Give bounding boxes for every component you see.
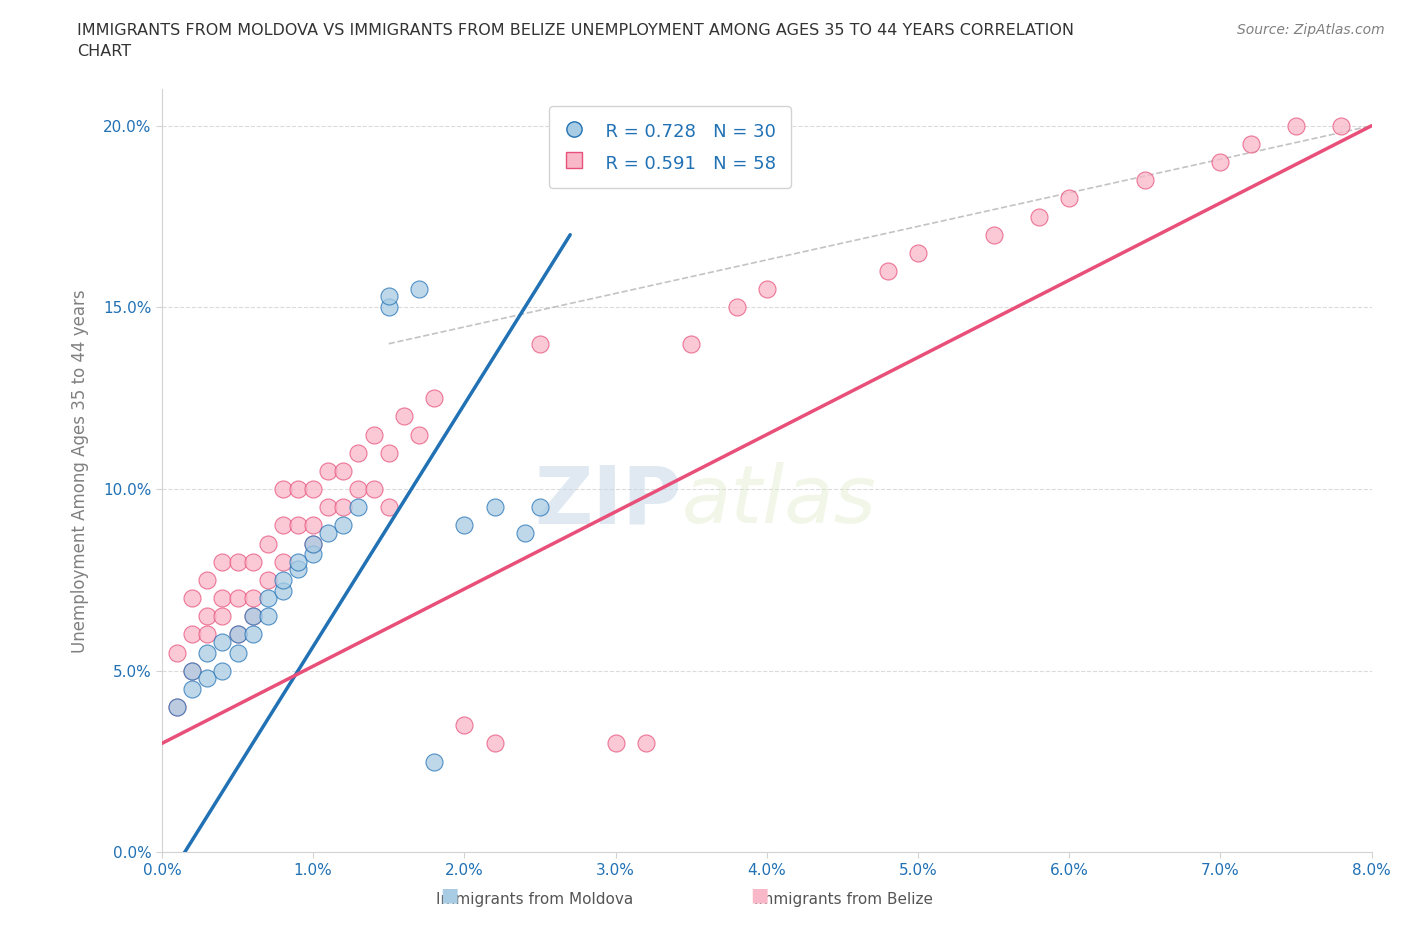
- Point: [1209, 154, 1232, 169]
- Point: [529, 499, 551, 514]
- Point: [302, 536, 325, 551]
- Point: [513, 525, 536, 540]
- Point: [211, 609, 233, 624]
- Point: [453, 718, 475, 733]
- Point: [271, 554, 294, 569]
- Point: [195, 609, 218, 624]
- Point: [256, 609, 278, 624]
- Point: [166, 645, 188, 660]
- Point: [181, 591, 204, 605]
- Point: [377, 289, 399, 304]
- Point: [302, 547, 325, 562]
- Point: [1285, 118, 1308, 133]
- Point: [453, 518, 475, 533]
- Point: [195, 573, 218, 588]
- Point: [755, 282, 778, 297]
- Point: [211, 663, 233, 678]
- Text: ZIP: ZIP: [534, 462, 682, 540]
- Point: [271, 482, 294, 497]
- Point: [363, 427, 385, 442]
- Point: [195, 627, 218, 642]
- Point: [242, 609, 264, 624]
- Point: [181, 682, 204, 697]
- Point: [983, 227, 1005, 242]
- Point: [287, 554, 309, 569]
- Point: [302, 482, 325, 497]
- Point: [302, 536, 325, 551]
- Point: [256, 591, 278, 605]
- Text: ■: ■: [749, 885, 769, 904]
- Point: [1057, 191, 1080, 206]
- Point: [725, 300, 748, 315]
- Point: [1133, 173, 1156, 188]
- Point: [302, 518, 325, 533]
- Text: IMMIGRANTS FROM MOLDOVA VS IMMIGRANTS FROM BELIZE UNEMPLOYMENT AMONG AGES 35 TO : IMMIGRANTS FROM MOLDOVA VS IMMIGRANTS FR…: [77, 23, 1074, 60]
- Point: [226, 627, 249, 642]
- Point: [271, 573, 294, 588]
- Point: [195, 671, 218, 685]
- Point: [226, 645, 249, 660]
- Point: [256, 573, 278, 588]
- Point: [242, 591, 264, 605]
- Point: [605, 736, 627, 751]
- Point: [423, 391, 446, 405]
- Point: [332, 518, 354, 533]
- Point: [211, 634, 233, 649]
- Point: [332, 499, 354, 514]
- Point: [377, 300, 399, 315]
- Point: [392, 409, 415, 424]
- Point: [271, 518, 294, 533]
- Point: [316, 463, 339, 478]
- Point: [377, 499, 399, 514]
- Point: [347, 445, 370, 460]
- Point: [287, 518, 309, 533]
- Point: [377, 445, 399, 460]
- Point: [347, 482, 370, 497]
- Point: [242, 627, 264, 642]
- Point: [166, 699, 188, 714]
- Point: [1240, 137, 1263, 152]
- Point: [529, 337, 551, 352]
- Point: [181, 663, 204, 678]
- Text: Immigrants from Belize: Immigrants from Belize: [754, 892, 934, 907]
- Point: [1330, 118, 1353, 133]
- Point: [287, 562, 309, 577]
- Text: Immigrants from Moldova: Immigrants from Moldova: [436, 892, 633, 907]
- Y-axis label: Unemployment Among Ages 35 to 44 years: Unemployment Among Ages 35 to 44 years: [72, 289, 89, 653]
- Point: [211, 554, 233, 569]
- Text: Source: ZipAtlas.com: Source: ZipAtlas.com: [1237, 23, 1385, 37]
- Point: [907, 246, 929, 260]
- Text: atlas: atlas: [682, 462, 877, 540]
- Point: [332, 463, 354, 478]
- Point: [316, 525, 339, 540]
- Point: [256, 536, 278, 551]
- Point: [408, 282, 430, 297]
- Point: [287, 482, 309, 497]
- Point: [484, 499, 506, 514]
- Point: [181, 663, 204, 678]
- Point: [226, 627, 249, 642]
- Point: [347, 499, 370, 514]
- Point: [166, 699, 188, 714]
- Point: [681, 337, 703, 352]
- Point: [226, 591, 249, 605]
- Point: [211, 591, 233, 605]
- Text: ■: ■: [440, 885, 460, 904]
- Point: [408, 427, 430, 442]
- Point: [484, 736, 506, 751]
- Point: [316, 499, 339, 514]
- Point: [1028, 209, 1050, 224]
- Point: [226, 554, 249, 569]
- Point: [634, 736, 657, 751]
- Legend:   R = 0.728   N = 30,   R = 0.591   N = 58: R = 0.728 N = 30, R = 0.591 N = 58: [550, 106, 790, 188]
- Point: [423, 754, 446, 769]
- Point: [242, 609, 264, 624]
- Point: [876, 263, 898, 278]
- Point: [363, 482, 385, 497]
- Point: [195, 645, 218, 660]
- Point: [242, 554, 264, 569]
- Point: [271, 583, 294, 598]
- Point: [181, 627, 204, 642]
